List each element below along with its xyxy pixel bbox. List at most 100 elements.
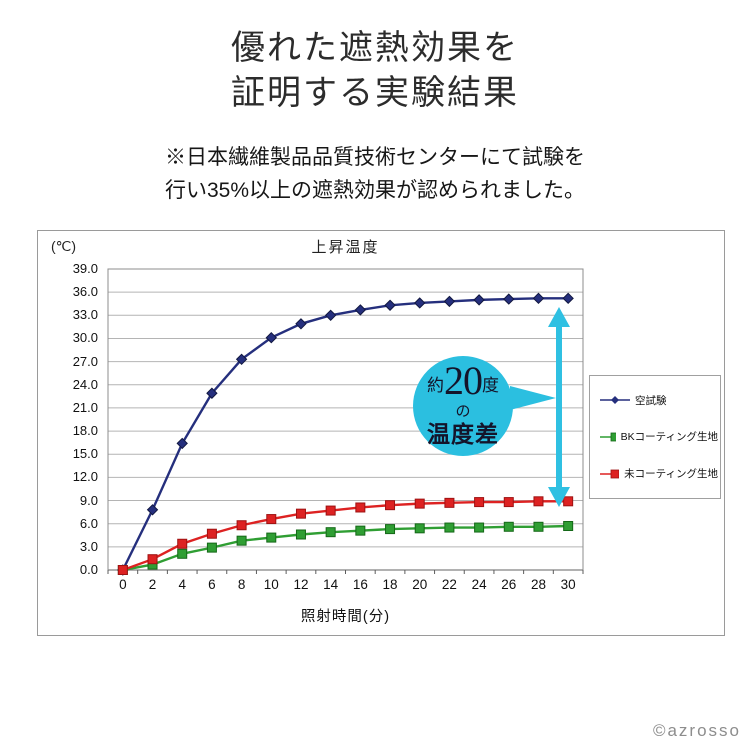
data-point-marker — [474, 497, 485, 508]
x-tick-label: 20 — [412, 577, 428, 592]
data-point-marker — [444, 522, 455, 533]
x-tick-label: 0 — [119, 577, 127, 592]
data-point-marker — [117, 565, 128, 575]
data-point-marker — [503, 521, 514, 532]
legend-label: BKコーティング生地 — [620, 431, 718, 444]
data-point-marker — [176, 437, 188, 450]
data-point-marker — [354, 304, 367, 316]
data-point-marker — [503, 497, 514, 508]
bubble-line3: 温度差 — [427, 422, 499, 447]
x-tick-label: 14 — [323, 577, 339, 592]
x-tick-label: 12 — [293, 577, 309, 592]
data-point-marker — [414, 523, 425, 534]
y-tick-label: 6.0 — [79, 515, 98, 531]
data-point-marker — [295, 529, 306, 540]
page-title-line2: 証明する実験結果 — [231, 75, 519, 112]
data-point-marker — [355, 502, 366, 513]
y-tick-label: 27.0 — [72, 353, 98, 369]
data-point-marker — [325, 505, 336, 516]
data-point-marker — [503, 293, 515, 305]
y-tick-label: 3.0 — [79, 538, 98, 554]
y-tick-label: 39.0 — [72, 261, 98, 276]
legend-entry: 空試験 — [600, 393, 718, 408]
y-tick-label: 36.0 — [72, 284, 98, 300]
bubble-line2: の — [455, 404, 471, 420]
line-chart-plot — [107, 268, 584, 576]
data-point-marker — [473, 294, 485, 306]
y-tick-label: 18.0 — [72, 423, 98, 439]
data-point-marker — [147, 554, 158, 565]
data-point-marker — [532, 292, 545, 305]
x-tick-label: 28 — [530, 577, 546, 592]
y-tick-label: 9.0 — [79, 492, 98, 508]
y-tick-label: 24.0 — [72, 376, 98, 392]
test-note-line2: 行い35%以上の遮熱効果が認められました。 — [164, 179, 586, 202]
y-tick-label: 0.0 — [79, 562, 98, 577]
x-tick-label: 24 — [471, 577, 487, 592]
x-axis-title: 照射時間(分) — [300, 609, 391, 625]
chart-panel: (℃) 上昇温度 39.0 36.0 33.0 30.0 27.0 24.0 21.0 18.… — [37, 230, 725, 636]
data-point-marker — [206, 387, 218, 399]
x-tick-label: 8 — [237, 577, 246, 592]
data-point-marker — [325, 527, 336, 538]
temperature-difference-arrow-icon — [548, 307, 570, 507]
y-tick-label: 30.0 — [72, 330, 98, 346]
bubble-pointer-icon — [510, 386, 556, 410]
x-tick-label: 16 — [352, 577, 368, 592]
data-point-marker — [385, 524, 396, 535]
x-tick-label: 22 — [441, 577, 457, 592]
data-point-marker — [266, 532, 277, 543]
bubble-value: 20 — [444, 358, 483, 403]
data-point-marker — [146, 504, 159, 516]
data-point-marker — [533, 521, 544, 532]
data-point-marker — [562, 292, 574, 305]
bubble-line1: 約20度 — [427, 358, 499, 403]
temperature-difference-bubble: 約20度 の 温度差 — [413, 356, 513, 456]
legend-marker-icon — [600, 469, 620, 479]
legend-marker-icon — [600, 432, 616, 442]
data-point-marker — [474, 522, 485, 533]
legend-marker-icon — [600, 396, 630, 405]
data-point-marker — [324, 309, 337, 322]
chart-title: 上昇温度 — [311, 239, 380, 256]
data-point-marker — [206, 542, 217, 553]
test-note: ※日本繊維製品品質技術センターにて試験を 行い35%以上の遮熱効果が認められまし… — [0, 141, 750, 207]
data-point-marker — [443, 295, 456, 308]
x-tick-label: 18 — [382, 577, 398, 592]
y-tick-label: 15.0 — [72, 446, 98, 462]
y-tick-label: 33.0 — [72, 307, 98, 323]
x-tick-label: 2 — [148, 577, 157, 592]
data-point-marker — [355, 525, 366, 536]
data-point-marker — [266, 514, 277, 525]
data-point-marker — [177, 538, 188, 549]
data-point-marker — [563, 521, 574, 532]
data-point-marker — [533, 496, 544, 507]
x-tick-label: 4 — [178, 577, 186, 592]
legend-entry: BKコーティング生地 — [600, 429, 718, 444]
data-point-marker — [236, 535, 247, 546]
data-point-marker — [206, 528, 217, 539]
data-point-marker — [384, 299, 396, 311]
legend-label: 未コーティング生地 — [624, 468, 718, 481]
copyright: ©azrosso — [652, 721, 741, 740]
y-axis-unit-label: (℃) — [51, 238, 77, 254]
data-point-marker — [414, 297, 426, 309]
x-tick-label: 10 — [263, 577, 279, 592]
x-tick-label: 6 — [208, 577, 216, 592]
data-point-marker — [235, 353, 248, 366]
page-title-line1: 優れた遮熱効果を — [231, 30, 519, 67]
legend-entry: 未コーティング生地 — [600, 466, 718, 481]
data-point-marker — [265, 331, 277, 344]
chart-legend: 空試験 BKコーティング生地 未コーティング生地 — [589, 375, 721, 499]
data-point-marker — [177, 548, 188, 559]
data-point-marker — [236, 520, 247, 531]
test-note-line1: ※日本繊維製品品質技術センターにて試験を — [165, 146, 585, 169]
data-point-marker — [563, 496, 574, 507]
x-tick-label: 26 — [501, 577, 517, 592]
legend-label: 空試験 — [635, 394, 667, 407]
data-point-marker — [295, 508, 306, 519]
page-title: 優れた遮熱効果を 証明する実験結果 — [0, 26, 750, 116]
y-tick-label: 21.0 — [72, 399, 98, 415]
x-tick-label: 30 — [560, 577, 576, 592]
